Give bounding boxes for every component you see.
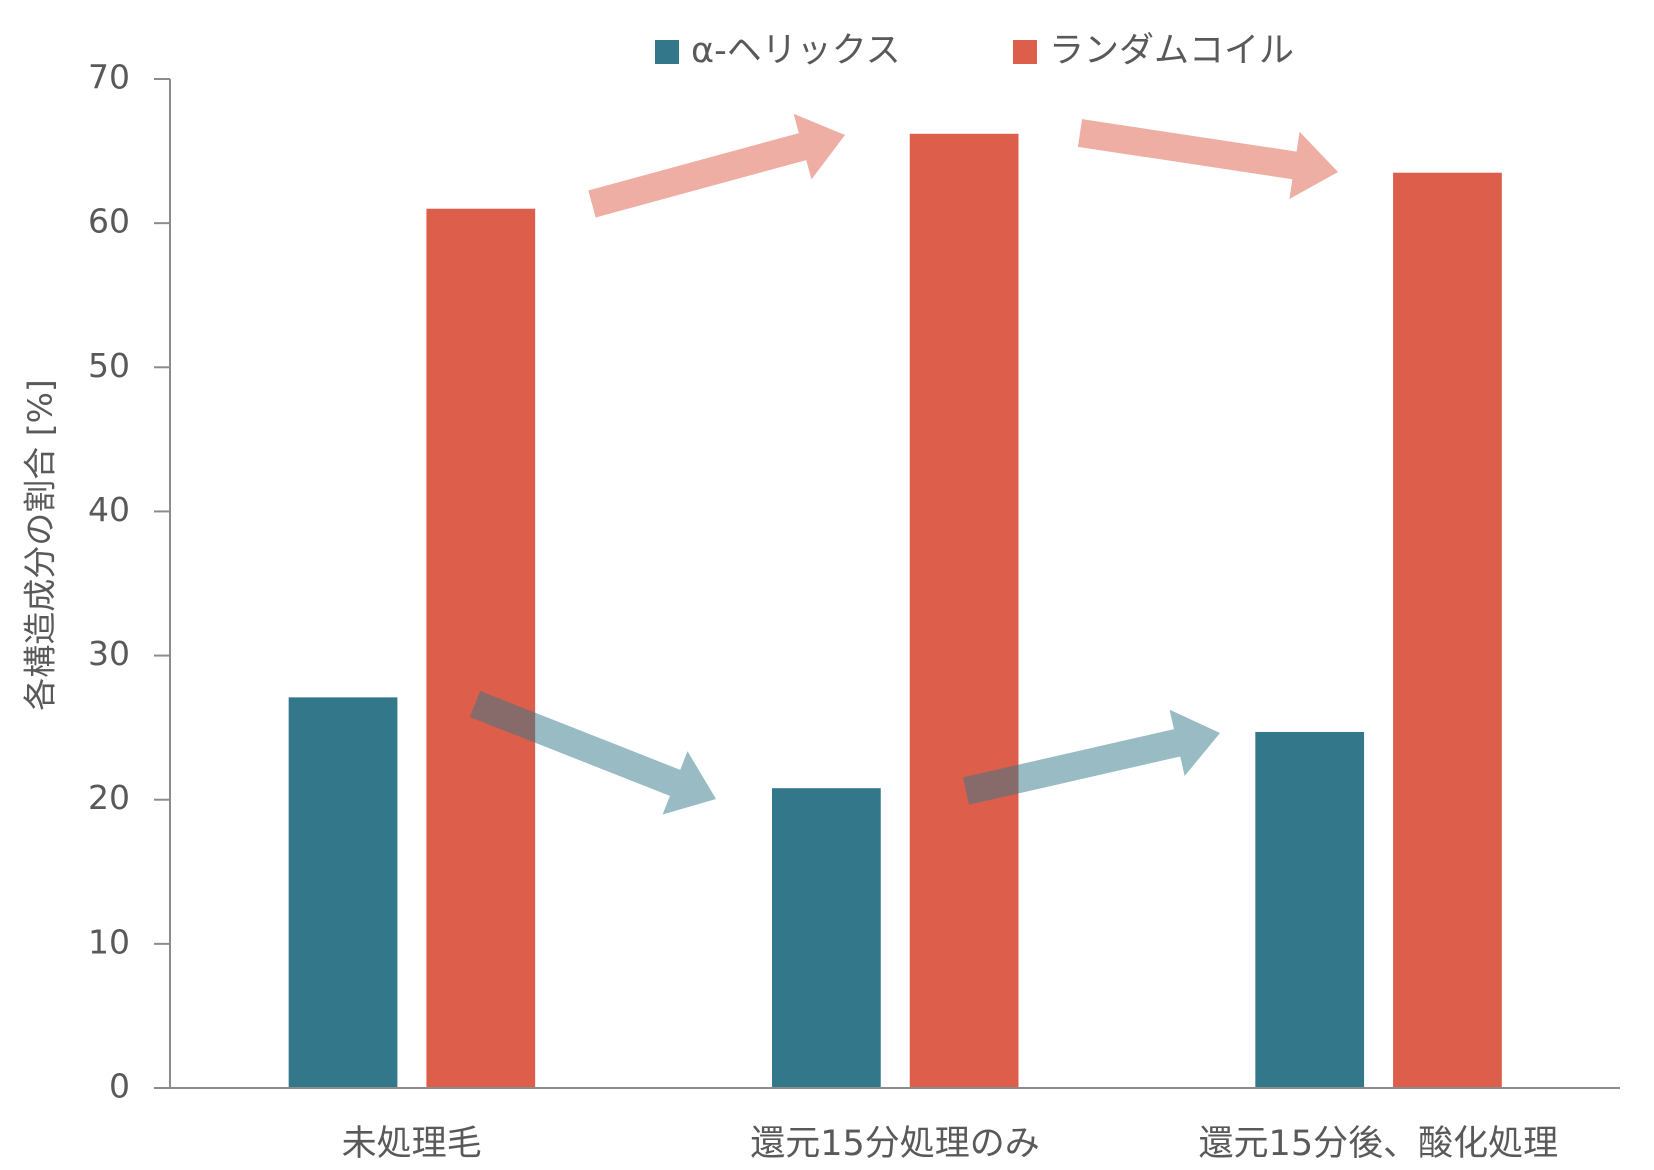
bar xyxy=(909,133,1019,1088)
y-tick-label: 10 xyxy=(88,922,130,961)
bar xyxy=(426,208,536,1088)
y-tick-label: 20 xyxy=(88,778,130,817)
y-tick-label: 70 xyxy=(88,58,130,97)
bar xyxy=(771,788,881,1088)
y-axis-title: 各構造成分の割合 [%] xyxy=(21,379,60,711)
legend-item: α-ヘリックス xyxy=(655,31,901,71)
y-tick-label: 30 xyxy=(88,634,130,673)
trend-arrow xyxy=(962,709,1220,805)
y-tick-label: 0 xyxy=(109,1067,130,1106)
x-tick-label: 還元15分処理のみ xyxy=(750,1124,1040,1164)
x-tick-label: 還元15分後、酸化処理 xyxy=(1199,1124,1559,1164)
trend-arrow xyxy=(1077,119,1338,200)
trend-arrow xyxy=(588,113,845,218)
y-tick-label: 60 xyxy=(88,202,130,241)
legend-swatch xyxy=(1013,40,1037,64)
bar xyxy=(288,697,398,1088)
trend-arrow xyxy=(469,690,716,815)
x-tick-label: 未処理毛 xyxy=(342,1124,482,1164)
legend-text: ランダムコイル xyxy=(1049,31,1294,71)
bar xyxy=(1255,731,1365,1088)
legend-swatch xyxy=(655,40,679,64)
y-tick-label: 40 xyxy=(88,490,130,529)
y-tick-label: 50 xyxy=(88,346,130,385)
legend-text: α-ヘリックス xyxy=(691,31,901,71)
bar xyxy=(1393,172,1502,1088)
legend-item: ランダムコイル xyxy=(1013,31,1294,71)
